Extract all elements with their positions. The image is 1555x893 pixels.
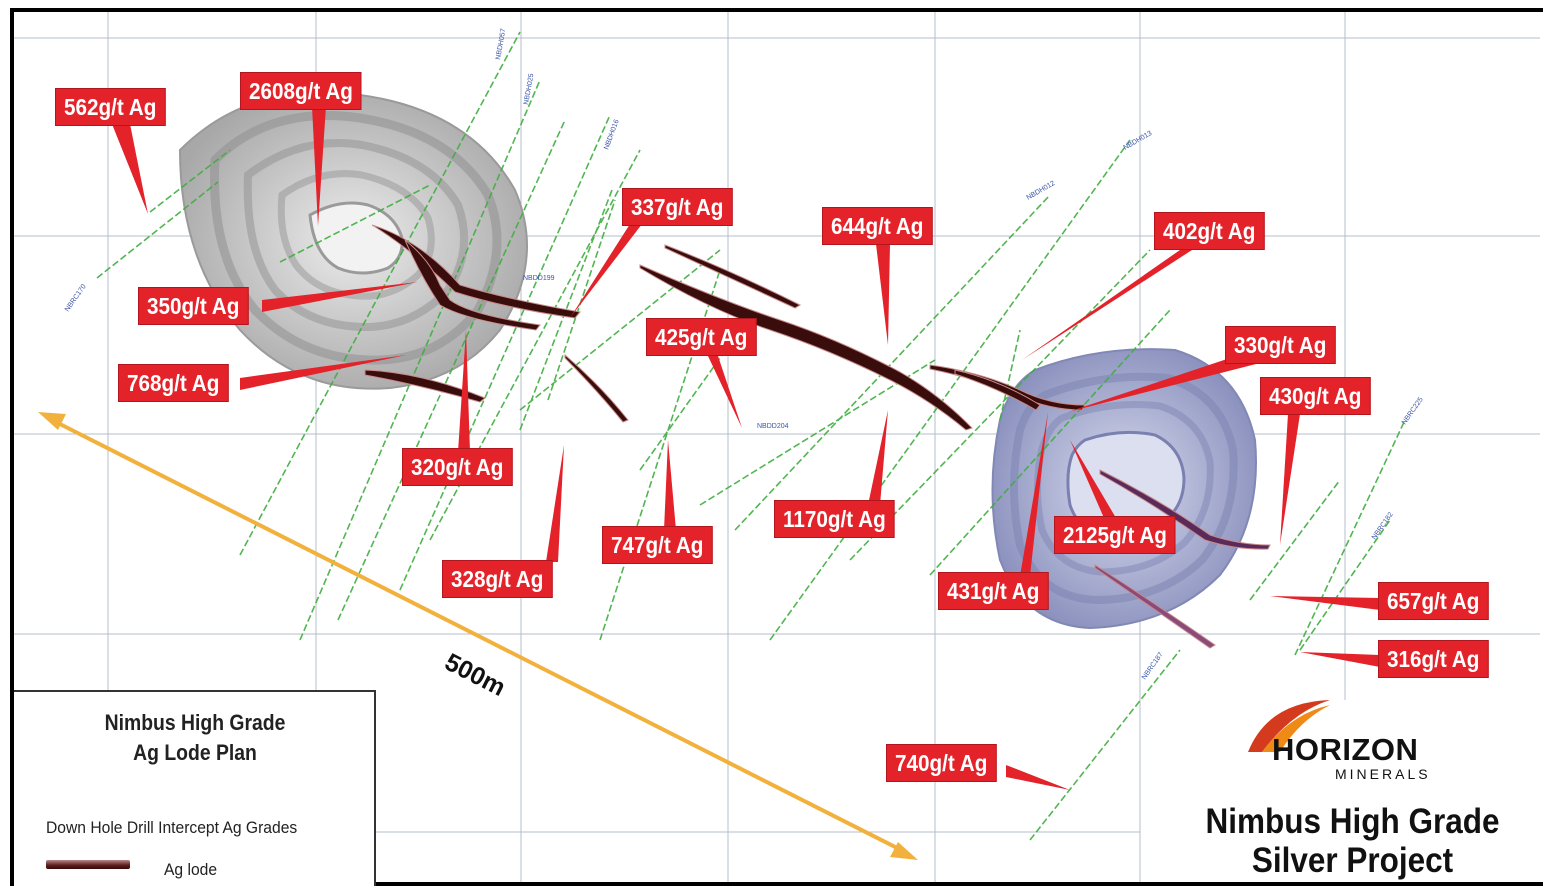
- logo-subtext: MINERALS: [1335, 766, 1431, 782]
- west-pit-outline: [178, 91, 528, 390]
- logo-name: HORIZON: [1272, 732, 1419, 767]
- legend-lode-label: Ag lode: [164, 860, 218, 879]
- svg-text:NBRC187: NBRC187: [1141, 651, 1165, 681]
- legend-title-line2: Ag Lode Plan: [133, 740, 257, 765]
- svg-text:NBRC225: NBRC225: [1401, 396, 1425, 426]
- grade-label-644: 644g/t Ag: [822, 207, 933, 245]
- scale-bar-arrow: [38, 412, 918, 860]
- svg-text:NBDH025: NBDH025: [523, 73, 535, 105]
- grade-label-562: 562g/t Ag: [55, 88, 166, 126]
- legend-subtitle: Down Hole Drill Intercept Ag Grades: [46, 818, 298, 837]
- svg-text:NBDH057: NBDH057: [495, 28, 507, 60]
- grade-label-657: 657g/t Ag: [1378, 582, 1489, 620]
- grade-label-320: 320g/t Ag: [402, 448, 513, 486]
- project-title: Nimbus High Grade Silver Project: [1197, 802, 1508, 880]
- horizon-logo-swoosh: [1248, 700, 1330, 752]
- ag-lodes: [364, 224, 1271, 649]
- legend-title-line1: Nimbus High Grade: [104, 710, 286, 735]
- svg-text:NBDD204: NBDD204: [757, 423, 789, 430]
- project-title-line1: Nimbus High Grade: [1205, 802, 1500, 841]
- grade-label-2608: 2608g/t Ag: [240, 72, 362, 110]
- grade-label-402: 402g/t Ag: [1154, 212, 1265, 250]
- grade-label-337: 337g/t Ag: [622, 188, 733, 226]
- grade-label-768: 768g/t Ag: [118, 364, 229, 402]
- project-title-line2: Silver Project: [1251, 841, 1454, 881]
- grade-label-2125: 2125g/t Ag: [1054, 516, 1176, 554]
- svg-text:NBDH013: NBDH013: [1123, 130, 1154, 152]
- svg-text:NBRC170: NBRC170: [64, 283, 88, 313]
- grade-label-431: 431g/t Ag: [938, 572, 1049, 610]
- grade-label-425: 425g/t Ag: [646, 318, 757, 356]
- grade-label-747: 747g/t Ag: [602, 526, 713, 564]
- grade-label-316: 316g/t Ag: [1378, 640, 1489, 678]
- grade-label-430: 430g/t Ag: [1260, 377, 1371, 415]
- legend-box: Nimbus High Grade Ag Lode Plan Down Hole…: [14, 690, 376, 886]
- svg-text:NBDH012: NBDH012: [1026, 180, 1057, 202]
- grade-label-330: 330g/t Ag: [1225, 326, 1336, 364]
- grade-label-740: 740g/t Ag: [886, 744, 997, 782]
- label-pointers: [112, 106, 1380, 790]
- grade-label-328: 328g/t Ag: [442, 560, 553, 598]
- ag-lode-swatch: [46, 860, 130, 869]
- grade-label-1170: 1170g/t Ag: [774, 500, 895, 538]
- svg-text:NBRC182: NBRC182: [1371, 511, 1395, 541]
- grade-label-350: 350g/t Ag: [138, 287, 249, 325]
- svg-text:NBDD199: NBDD199: [523, 275, 555, 282]
